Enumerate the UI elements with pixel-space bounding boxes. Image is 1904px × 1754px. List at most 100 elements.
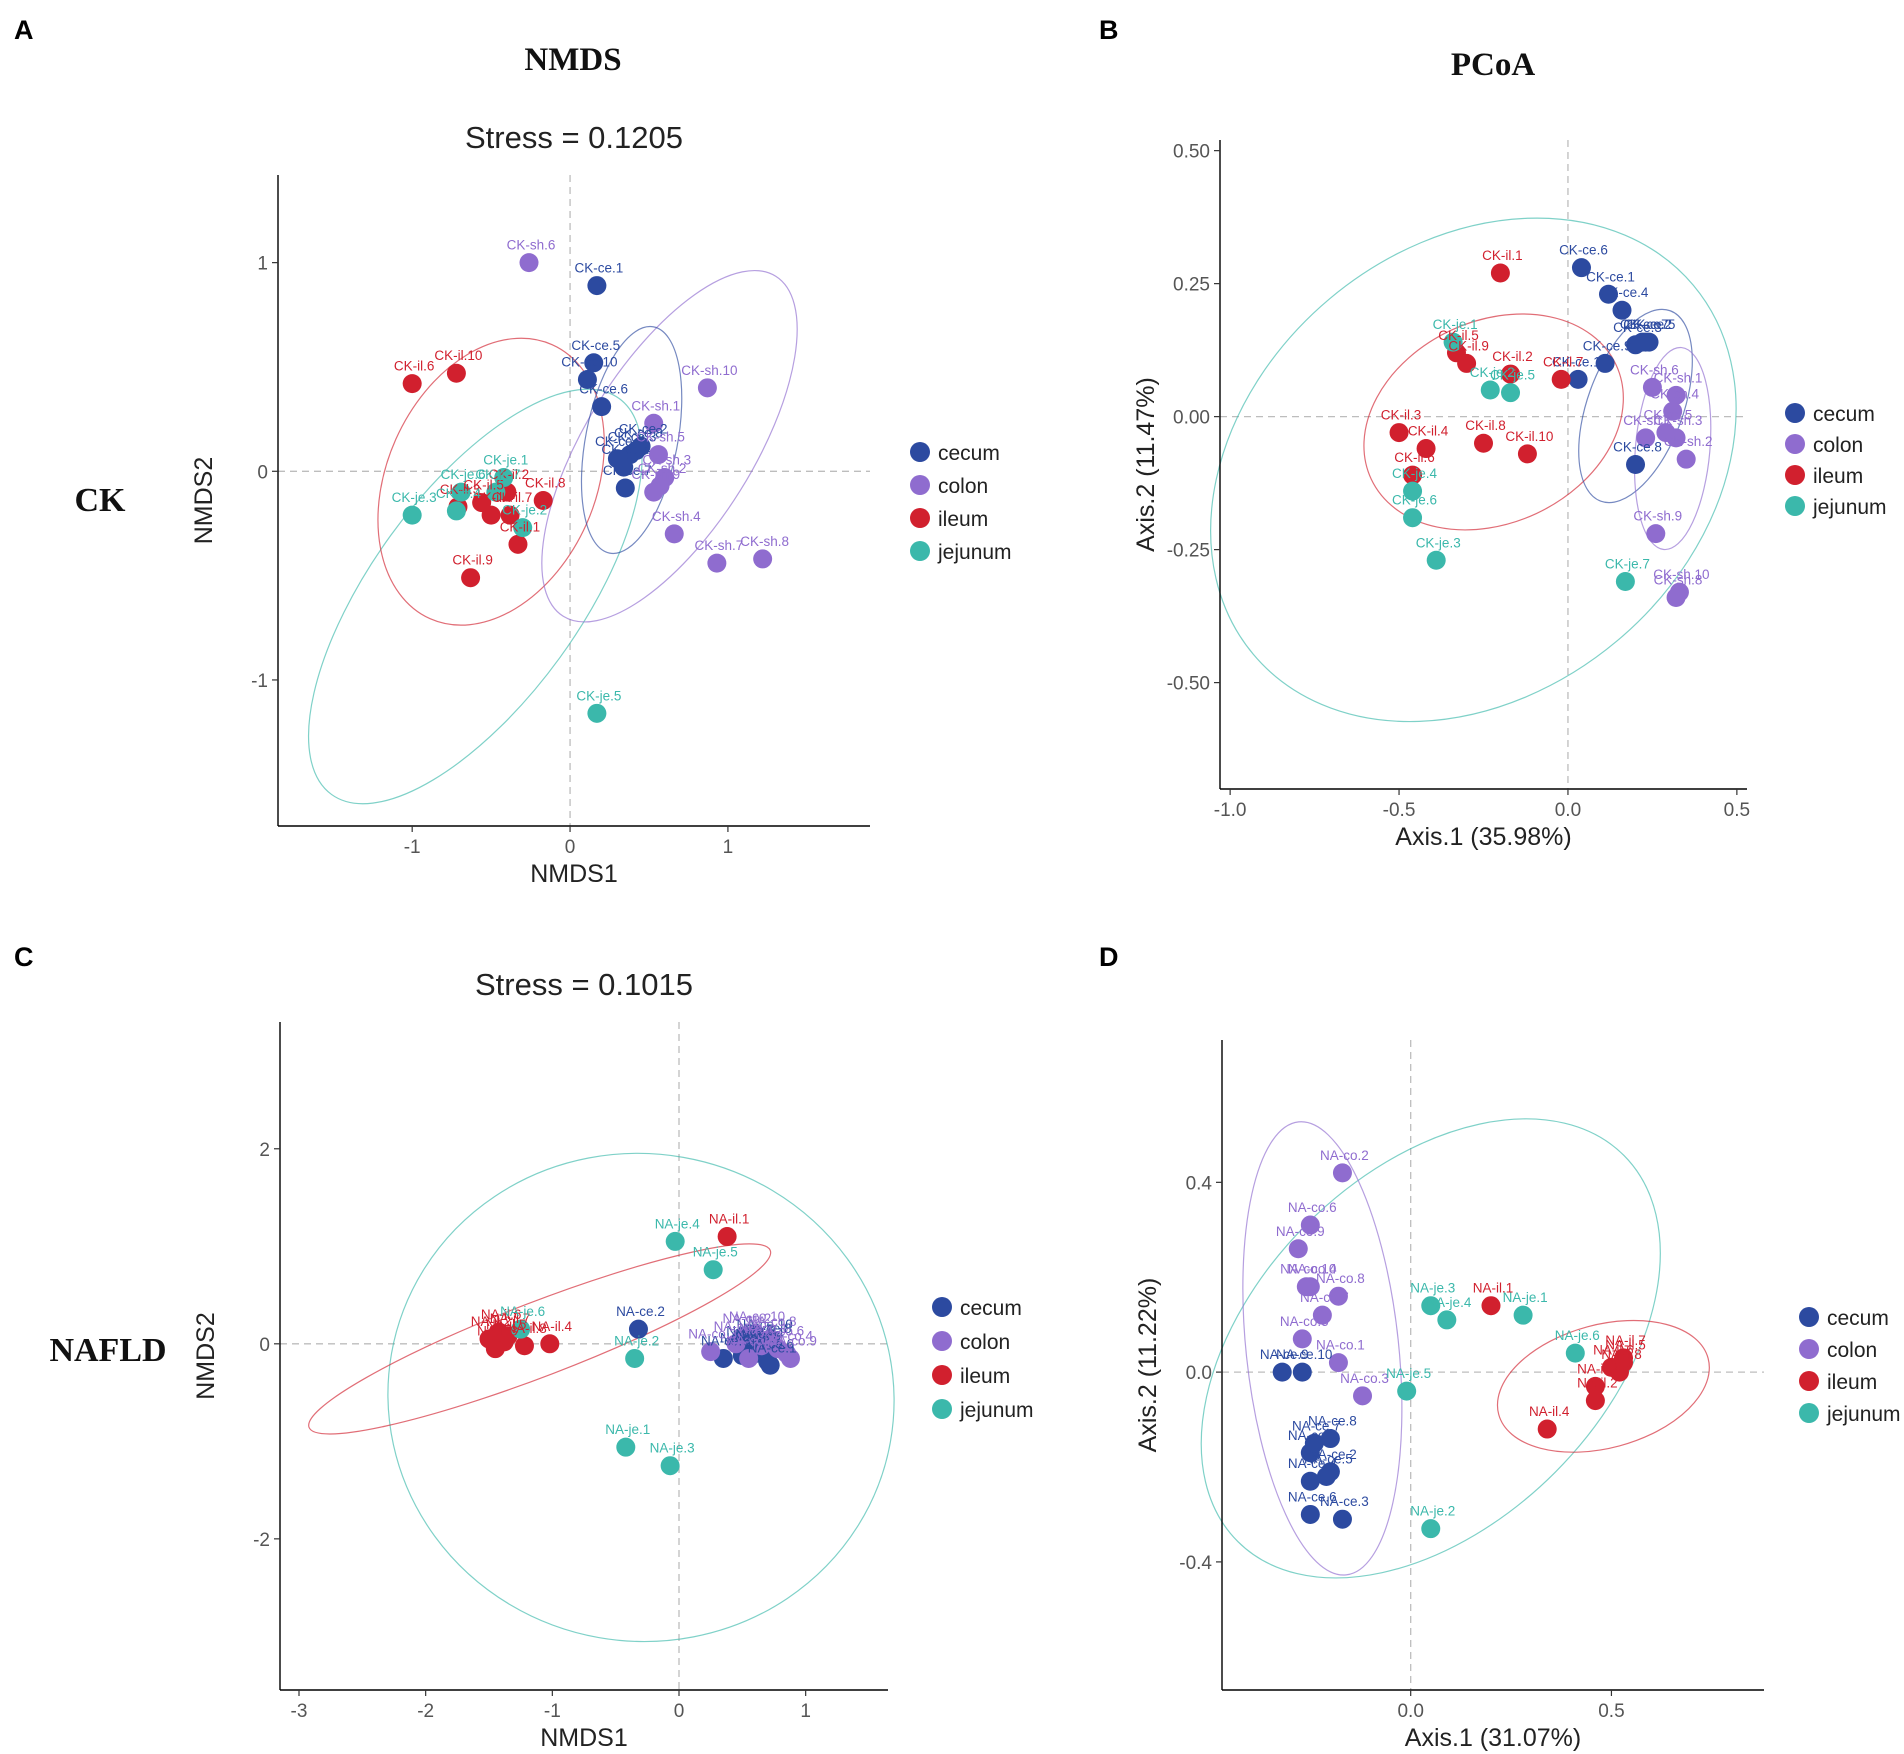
point-label: CK-je.2 (1470, 365, 1515, 380)
point-NA-je.1 (616, 1437, 636, 1457)
point-label: CK-sh.8 (1654, 572, 1703, 587)
point-CK-sh.10 (1669, 582, 1689, 602)
point-label: CK-ce.6 (579, 382, 628, 397)
panel-c-nmds-nafld: -3 -2 -1 0 1 2 0 -2 NMDS1 NMDS2 Stress = 0.1015 NA-… (192, 967, 1034, 1752)
point-label: CK-il.3 (1381, 408, 1422, 423)
legend-marker-cecum (910, 442, 930, 462)
point-CK-ce.7 (615, 478, 635, 498)
point-label: NA-co.5 (714, 1319, 763, 1334)
point-CK-je.6 (451, 482, 471, 502)
point-NA-co.5 (726, 1334, 746, 1354)
point-label: CK-ce.2 (619, 421, 668, 436)
point-label: NA-ce.4 (735, 1327, 784, 1342)
point-CK-sh.3 (655, 468, 675, 488)
point-label: NA-je.4 (1426, 1295, 1472, 1310)
point-CK-il.8 (1474, 433, 1493, 453)
x-tick-label: 1 (800, 1701, 811, 1722)
point-label: CK-je.3 (392, 490, 437, 505)
point-CK-sh.1 (1666, 385, 1686, 405)
point-CK-ce.5 (584, 353, 604, 373)
panel-letter-a: A (14, 15, 34, 45)
point-label: NA-ce.3 (1320, 1494, 1369, 1509)
point-NA-je.2 (625, 1348, 645, 1368)
point-NA-je.6 (511, 1319, 531, 1339)
point-label: NA-co.8 (1316, 1271, 1365, 1286)
point-NA-ce.8 (1320, 1429, 1340, 1449)
point-CK-ce.6 (592, 397, 612, 417)
point-label: NA-co.1 (739, 1321, 788, 1336)
point-label: NA-co.2 (1320, 1148, 1369, 1163)
x-tick-label: 0 (565, 837, 576, 858)
point-label: CK-je.7 (1605, 557, 1650, 572)
point-label: NA-ce.5 (1304, 1451, 1353, 1466)
point-label: CK-sh.6 (1630, 362, 1679, 377)
point-CK-ce.10 (577, 369, 597, 389)
point-CK-sh.2 (1676, 449, 1696, 469)
point-NA-co.1 (1328, 1353, 1348, 1373)
legend-marker-colon (910, 475, 930, 495)
point-label: NA-il.8 (506, 1321, 547, 1336)
point-label: NA-ce.8 (1308, 1414, 1357, 1429)
point-NA-je.3 (660, 1456, 680, 1476)
legend-marker-colon (932, 1331, 952, 1351)
point-label: CK-sh.10 (1653, 567, 1709, 582)
point-label: CK-sh.2 (1664, 434, 1713, 449)
point-label: NA-ce.4 (1288, 1456, 1337, 1471)
point-NA-ce.9 (1272, 1362, 1292, 1382)
legend-label-jejunum: jejunum (937, 541, 1012, 564)
point-label: CK-je.6 (441, 467, 486, 482)
point-label: NA-co.2 (722, 1311, 771, 1326)
legend-label-ileum: ileum (1827, 1371, 1877, 1394)
point-NA-je.6 (1565, 1343, 1585, 1363)
point-CK-sh.4 (1663, 401, 1683, 421)
ellipse-cecum (580, 325, 683, 555)
y-axis-title: Axis.2 (11.47%) (1132, 377, 1160, 552)
point-NA-je.5 (1397, 1381, 1417, 1401)
legend-marker-colon (1785, 434, 1805, 454)
point-label: NA-il.1 (1473, 1281, 1514, 1296)
point-CK-je.3 (1426, 550, 1446, 570)
y-tick-label: -0.25 (1167, 541, 1210, 562)
x-tick-label: -1.0 (1214, 800, 1247, 821)
point-NA-ce.3 (1332, 1509, 1352, 1529)
point-label: NA-co.10 (729, 1309, 785, 1324)
point-CK-il.9 (1457, 353, 1477, 373)
col-title-nmds: NMDS (524, 42, 621, 78)
point-label: CK-ce.8 (614, 425, 663, 440)
point-label: NA-ce.10 (736, 1317, 792, 1332)
point-label: CK-il.4 (473, 490, 514, 505)
y-tick-label: -2 (253, 1530, 270, 1551)
point-label: NA-il.5 (1605, 1338, 1646, 1353)
panel-letter-d: D (1099, 942, 1119, 972)
point-NA-co.10 (1296, 1277, 1316, 1297)
point-label: CK-je.6 (1392, 493, 1437, 508)
point-label: CK-sh.9 (631, 467, 680, 482)
point-label: CK-ce.10 (561, 354, 617, 369)
point-label: CK-il.4 (1408, 424, 1449, 439)
point-label: NA-co.3 (688, 1327, 737, 1342)
point-label: NA-ce.1 (748, 1340, 797, 1355)
point-NA-co.7 (739, 1348, 759, 1368)
point-CK-je.1 (1443, 332, 1463, 352)
plot-title: Stress = 0.1205 (465, 120, 683, 155)
point-NA-co.9 (780, 1348, 800, 1368)
row-label-ck: CK (75, 482, 127, 519)
point-CK-il.2 (1501, 364, 1521, 384)
point-CK-il.8 (533, 491, 553, 510)
point-CK-il.10 (446, 363, 466, 383)
point-label: CK-ce.3 (1613, 320, 1662, 335)
point-label: NA-il.8 (1601, 1347, 1642, 1362)
point-label: NA-ce.9 (1260, 1347, 1309, 1362)
legend-label-ileum: ileum (960, 1365, 1010, 1388)
ellipse-colon (1242, 1121, 1403, 1576)
point-label: CK-ce.3 (608, 430, 657, 445)
panel-d-pcoa-nafld: 0.0 0.5 0.4 0.0 -0.4 Axis.1 (31.07%) Axis.2 (1… (1134, 1040, 1901, 1752)
point-label: CK-il.10 (434, 348, 482, 363)
point-NA-il.4 (540, 1334, 560, 1354)
point-NA-ce.10 (1292, 1362, 1312, 1382)
y-tick-label: 0.4 (1186, 1173, 1213, 1194)
col-title-pcoa: PCoA (1451, 47, 1535, 83)
point-CK-ce.7 (1632, 332, 1652, 352)
y-axis-title: NMDS2 (190, 457, 218, 545)
point-NA-co.6 (1300, 1215, 1320, 1235)
